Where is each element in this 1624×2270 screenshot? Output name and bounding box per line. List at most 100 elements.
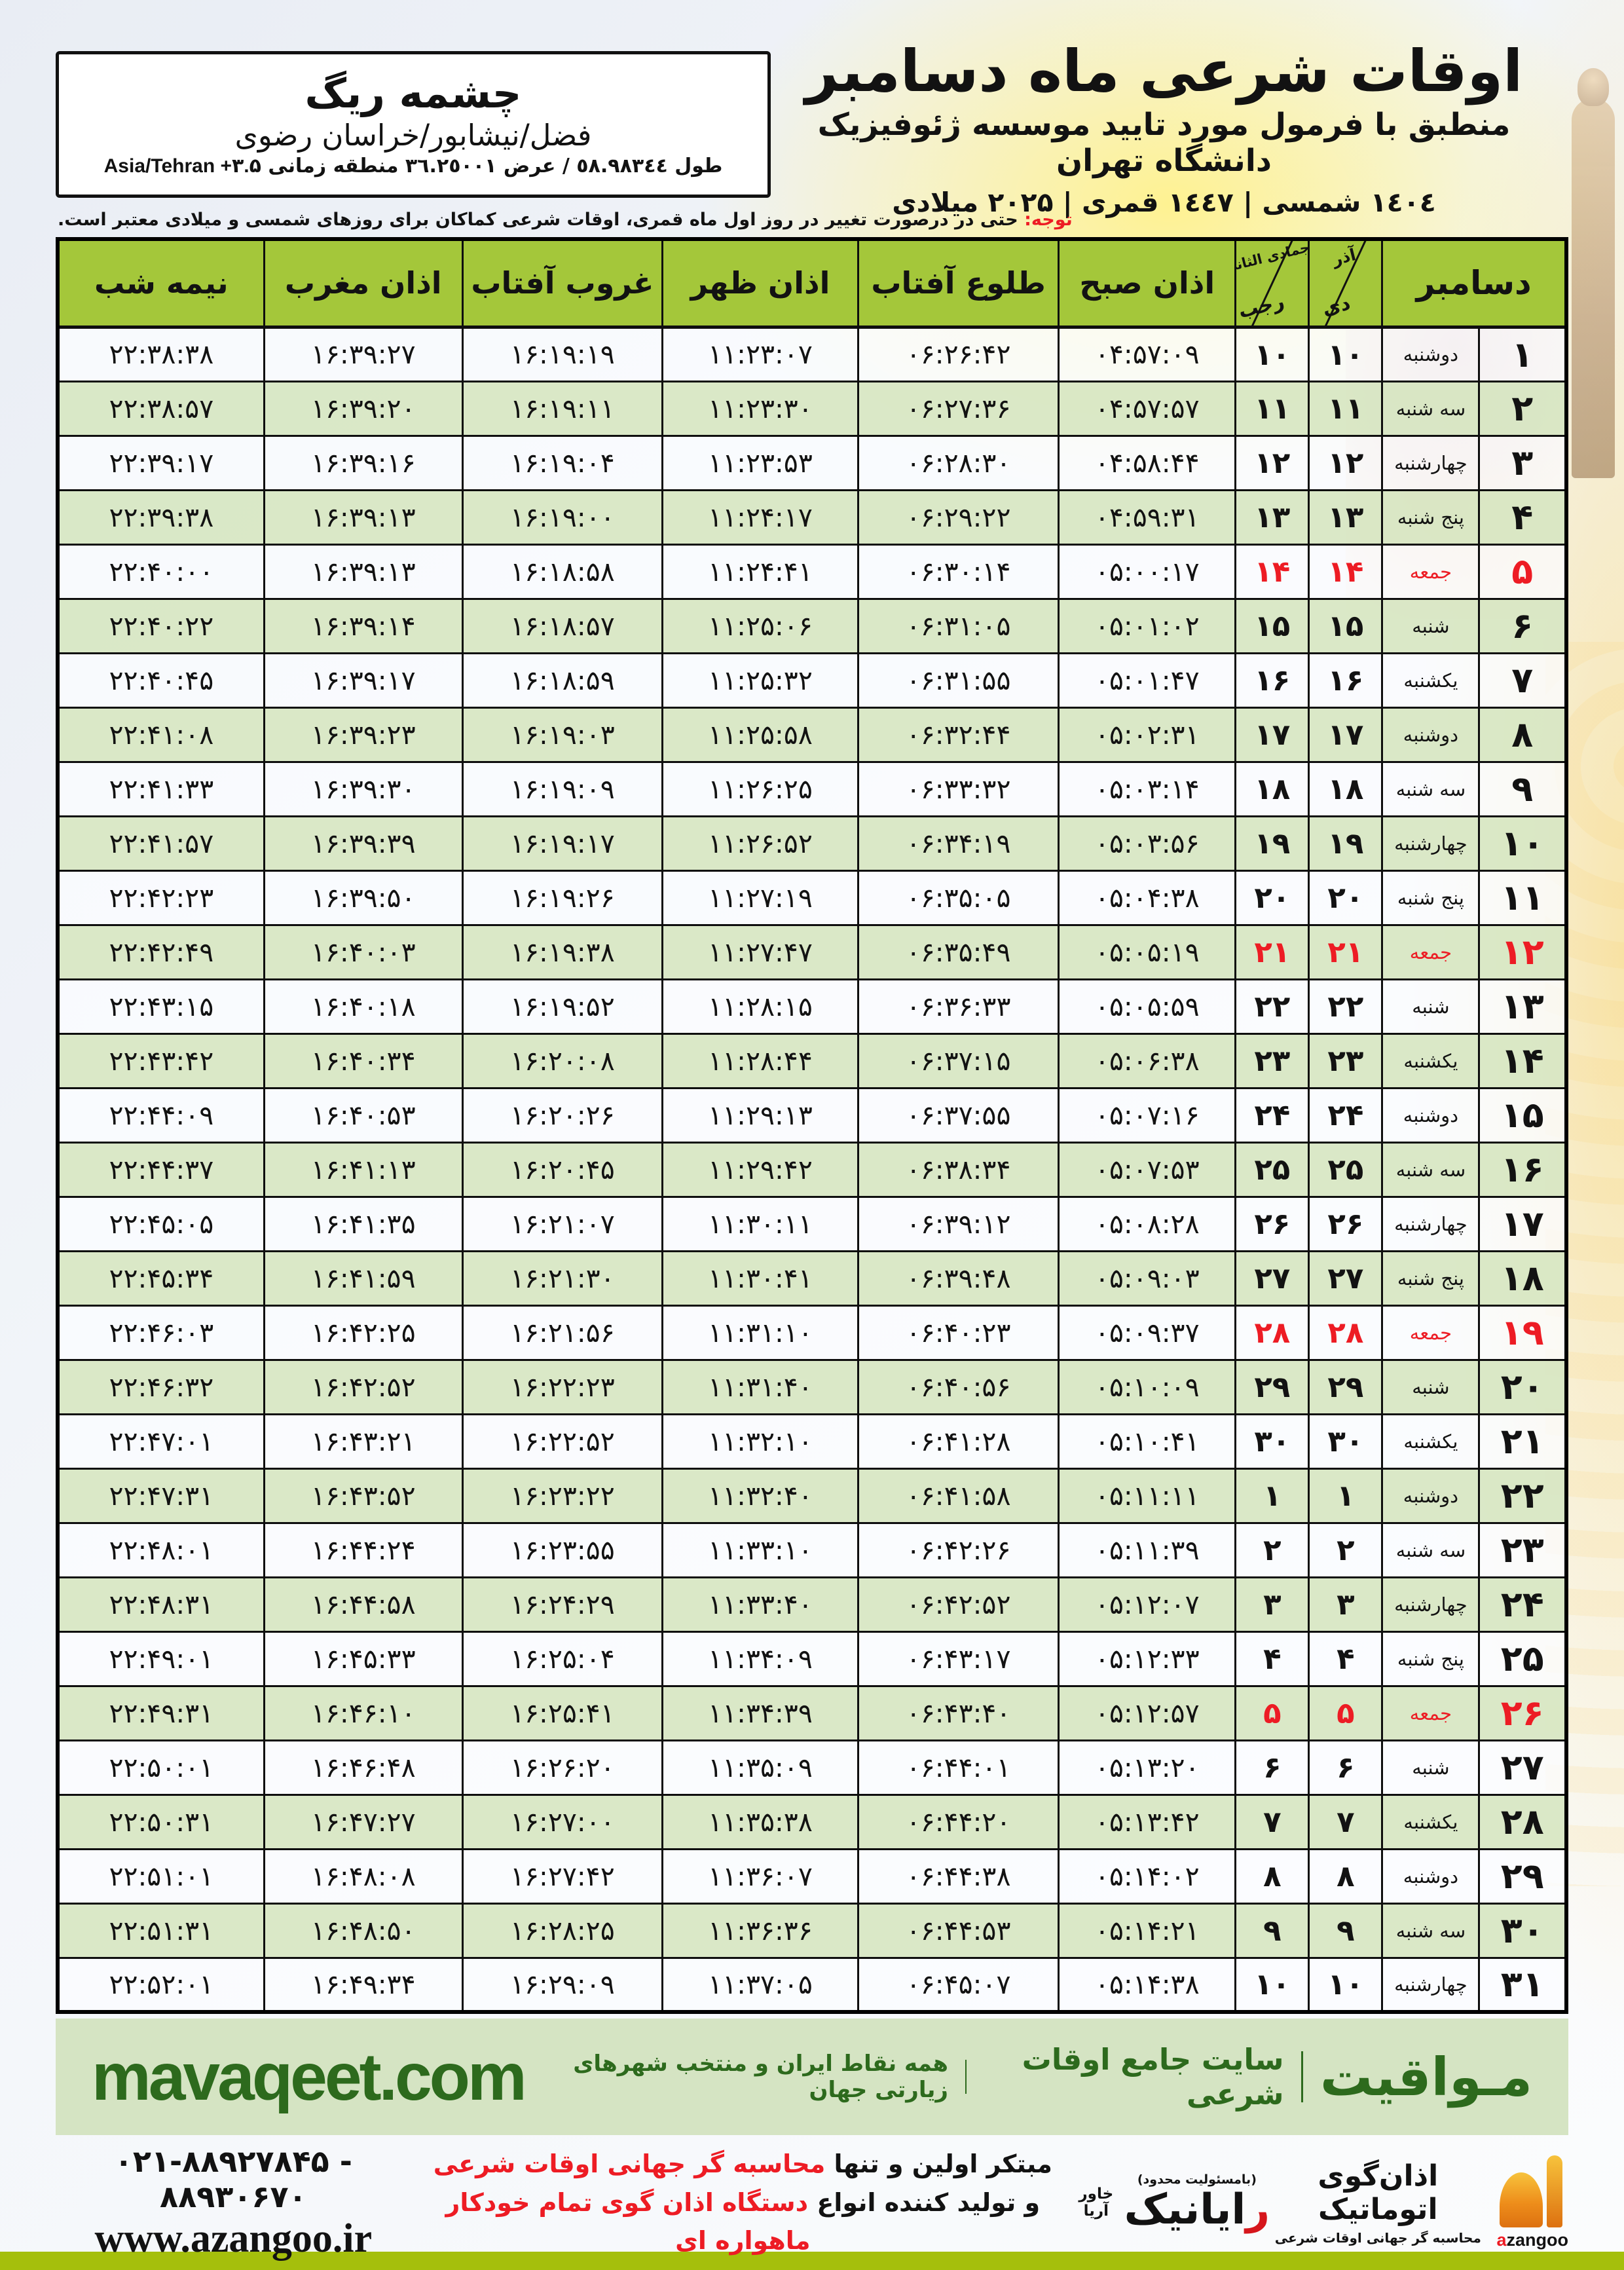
december-day-cell: ۲۶ — [1478, 1684, 1568, 1741]
azan-sobh-cell: ۰۵:۱۳:۲۰ — [1058, 1739, 1237, 1796]
midnight-cell: ۲۲:۴۰:۲۲ — [56, 597, 265, 654]
solar-day-cell: ۲۴ — [1308, 1087, 1384, 1144]
sunset-cell: ۱۶:۲۴:۲۹ — [461, 1576, 663, 1633]
lunar-day-cell: ۲۱ — [1234, 923, 1310, 980]
solar-day-cell: ۱۵ — [1308, 597, 1384, 654]
sunrise-cell: ۰۶:۳۵:۰۵ — [857, 869, 1060, 926]
azan-sobh-cell: ۰۵:۱۴:۰۲ — [1058, 1848, 1237, 1905]
december-day-cell: ۷ — [1478, 652, 1568, 709]
weekday-cell: شنبه — [1381, 978, 1481, 1035]
azan-zohr-cell: ۱۱:۲۶:۲۵ — [661, 760, 860, 817]
azan-zohr-cell: ۱۱:۲۵:۳۲ — [661, 652, 860, 709]
sunset-cell: ۱۶:۲۶:۲۰ — [461, 1739, 663, 1796]
azan-maghreb-cell: ۱۶:۳۹:۳۰ — [263, 760, 464, 817]
table-row: ۲۱ یکشنبه ۳۰ ۳۰ ۰۵:۱۰:۴۱ ۰۶:۴۱:۲۸ ۱۱:۳۲:۱۰ ۱۶:۲… — [56, 1413, 1568, 1470]
weekday-cell: جمعه — [1381, 1684, 1481, 1741]
azan-maghreb-cell: ۱۶:۴۳:۲۱ — [263, 1413, 464, 1470]
azan-sobh-cell: ۰۵:۱۳:۴۲ — [1058, 1793, 1237, 1850]
lunar-day-cell: ۱۹ — [1234, 815, 1310, 872]
sunset-cell: ۱۶:۲۷:۰۰ — [461, 1793, 663, 1850]
weekday-cell: یکشنبه — [1381, 1413, 1481, 1470]
solar-day-cell: ۱۴ — [1308, 543, 1384, 600]
promo-line2-black: و تولید کننده انواع — [808, 2187, 1041, 2217]
table-row: ۵ جمعه ۱۴ ۱۴ ۰۵:۰۰:۱۷ ۰۶:۳۰:۱۴ ۱۱:۲۴:۴۱ ۱۶:۱۸:۵… — [56, 543, 1568, 600]
azan-sobh-cell: ۰۵:۰۱:۰۲ — [1058, 597, 1237, 654]
sunrise-cell: ۰۶:۴۱:۲۸ — [857, 1413, 1060, 1470]
rayanik-note: (بامسئولیت محدود) — [1137, 2172, 1257, 2187]
midnight-cell: ۲۲:۵۰:۰۱ — [56, 1739, 265, 1796]
azan-maghreb-cell: ۱۶:۳۹:۲۳ — [263, 706, 464, 763]
lunar-day-cell: ۲ — [1234, 1521, 1310, 1578]
azan-zohr-cell: ۱۱:۲۶:۵۲ — [661, 815, 860, 872]
azan-sobh-cell: ۰۵:۰۶:۳۸ — [1058, 1032, 1237, 1089]
azan-maghreb-cell: ۱۶:۴۳:۵۲ — [263, 1467, 464, 1524]
solar-day-cell: ۲۷ — [1308, 1250, 1384, 1307]
azan-maghreb-cell: ۱۶:۴۰:۰۳ — [263, 923, 464, 980]
azan-maghreb-cell: ۱۶:۳۹:۱۳ — [263, 489, 464, 546]
sunrise-cell: ۰۶:۳۰:۱۴ — [857, 543, 1060, 600]
weekday-cell: سه شنبه — [1381, 1902, 1481, 1959]
location-region: فضل/نیشابور/خراسان رضوی — [234, 117, 592, 153]
mavaqeet-description: سایت جامع اوقات شرعی — [1022, 2042, 1284, 2112]
azan-zohr-cell: ۱۱:۳۵:۰۹ — [661, 1739, 860, 1796]
december-day-cell: ۲۲ — [1478, 1467, 1568, 1524]
azan-maghreb-cell: ۱۶:۳۹:۵۰ — [263, 869, 464, 926]
weekday-cell: سه شنبه — [1381, 1521, 1481, 1578]
sunset-cell: ۱۶:۱۹:۰۴ — [461, 434, 663, 491]
azan-maghreb-cell: ۱۶:۴۰:۵۳ — [263, 1087, 464, 1144]
table-row: ۴ پنج شنبه ۱۳ ۱۳ ۰۴:۵۹:۳۱ ۰۶:۲۹:۲۲ ۱۱:۲۴:۱۷ ۱۶:… — [56, 489, 1568, 546]
sunset-cell: ۱۶:۱۸:۵۸ — [461, 543, 663, 600]
sunset-cell: ۱۶:۱۸:۵۹ — [461, 652, 663, 709]
sunrise-cell: ۰۶:۳۱:۵۵ — [857, 652, 1060, 709]
sunrise-cell: ۰۶:۳۷:۱۵ — [857, 1032, 1060, 1089]
table-row: ۲ سه شنبه ۱۱ ۱۱ ۰۴:۵۷:۵۷ ۰۶:۲۷:۳۶ ۱۱:۲۳:۳۰ ۱۶:۱… — [56, 380, 1568, 437]
midnight-cell: ۲۲:۳۸:۳۸ — [56, 326, 265, 382]
weekday-cell: جمعه — [1381, 1304, 1481, 1361]
midnight-cell: ۲۲:۵۲:۰۱ — [56, 1956, 265, 2013]
midnight-cell: ۲۲:۴۰:۴۵ — [56, 652, 265, 709]
midnight-cell: ۲۲:۳۹:۱۷ — [56, 434, 265, 491]
azan-zohr-cell: ۱۱:۲۴:۴۱ — [661, 543, 860, 600]
weekday-cell: سه شنبه — [1381, 1141, 1481, 1198]
column-header-azan-sobh: اذان صبح — [1058, 238, 1237, 329]
solar-day-cell: ۲۰ — [1308, 869, 1384, 926]
divider — [965, 2060, 967, 2094]
table-row: ۲۳ سه شنبه ۲ ۲ ۰۵:۱۱:۳۹ ۰۶:۴۲:۲۶ ۱۱:۳۳:۱۰ ۱۶:۲۳… — [56, 1521, 1568, 1578]
lunar-day-cell: ۸ — [1234, 1848, 1310, 1905]
weekday-cell: دوشنبه — [1381, 1467, 1481, 1524]
december-day-cell: ۲۰ — [1478, 1358, 1568, 1415]
azan-sobh-cell: ۰۵:۱۲:۰۷ — [1058, 1576, 1237, 1633]
sunset-cell: ۱۶:۱۸:۵۷ — [461, 597, 663, 654]
weekday-cell: پنج شنبه — [1381, 489, 1481, 546]
solar-day-cell: ۱۲ — [1308, 434, 1384, 491]
azan-zohr-cell: ۱۱:۳۱:۴۰ — [661, 1358, 860, 1415]
solar-day-cell: ۶ — [1308, 1739, 1384, 1796]
table-row: ۱۶ سه شنبه ۲۵ ۲۵ ۰۵:۰۷:۵۳ ۰۶:۳۸:۳۴ ۱۱:۲۹:۴۲ ۱۶:… — [56, 1141, 1568, 1198]
december-day-cell: ۴ — [1478, 489, 1568, 546]
sunrise-cell: ۰۶:۳۶:۳۳ — [857, 978, 1060, 1035]
sunrise-cell: ۰۶:۲۸:۳۰ — [857, 434, 1060, 491]
rayanik-logo: (بامسئولیت محدود) رایانیک خاور آریا — [1075, 2172, 1270, 2233]
column-header-midnight: نیمه شب — [56, 238, 265, 329]
lunar-day-cell: ۲۰ — [1234, 869, 1310, 926]
midnight-cell: ۲۲:۴۹:۳۱ — [56, 1684, 265, 1741]
solar-day-cell: ۳ — [1308, 1576, 1384, 1633]
solar-day-cell: ۱۱ — [1308, 380, 1384, 437]
weekday-cell: یکشنبه — [1381, 1032, 1481, 1089]
azan-zohr-cell: ۱۱:۲۹:۴۲ — [661, 1141, 860, 1198]
solar-day-cell: ۱۶ — [1308, 652, 1384, 709]
sunrise-cell: ۰۶:۳۴:۱۹ — [857, 815, 1060, 872]
weekday-cell: جمعه — [1381, 923, 1481, 980]
solar-month-bottom-label: دی — [1320, 291, 1354, 321]
table-row: ۲۵ پنج شنبه ۴ ۴ ۰۵:۱۲:۳۳ ۰۶:۴۳:۱۷ ۱۱:۳۴:۰۹ ۱۶:۲… — [56, 1630, 1568, 1687]
solar-day-cell: ۷ — [1308, 1793, 1384, 1850]
lunar-day-cell: ۱۵ — [1234, 597, 1310, 654]
midnight-cell: ۲۲:۴۵:۰۵ — [56, 1195, 265, 1252]
promo-line-2: و تولید کننده انواع دستگاه اذان گوی تمام… — [411, 2184, 1075, 2261]
azan-zohr-cell: ۱۱:۳۲:۴۰ — [661, 1467, 860, 1524]
table-row: ۱۴ یکشنبه ۲۳ ۲۳ ۰۵:۰۶:۳۸ ۰۶:۳۷:۱۵ ۱۱:۲۸:۴۴ ۱۶:۲… — [56, 1032, 1568, 1089]
azan-sobh-cell: ۰۵:۱۱:۳۹ — [1058, 1521, 1237, 1578]
page-title: اوقات شرعی ماه دسامبر — [805, 37, 1524, 105]
lunar-day-cell: ۲۳ — [1234, 1032, 1310, 1089]
azan-sobh-cell: ۰۵:۰۲:۳۱ — [1058, 706, 1237, 763]
